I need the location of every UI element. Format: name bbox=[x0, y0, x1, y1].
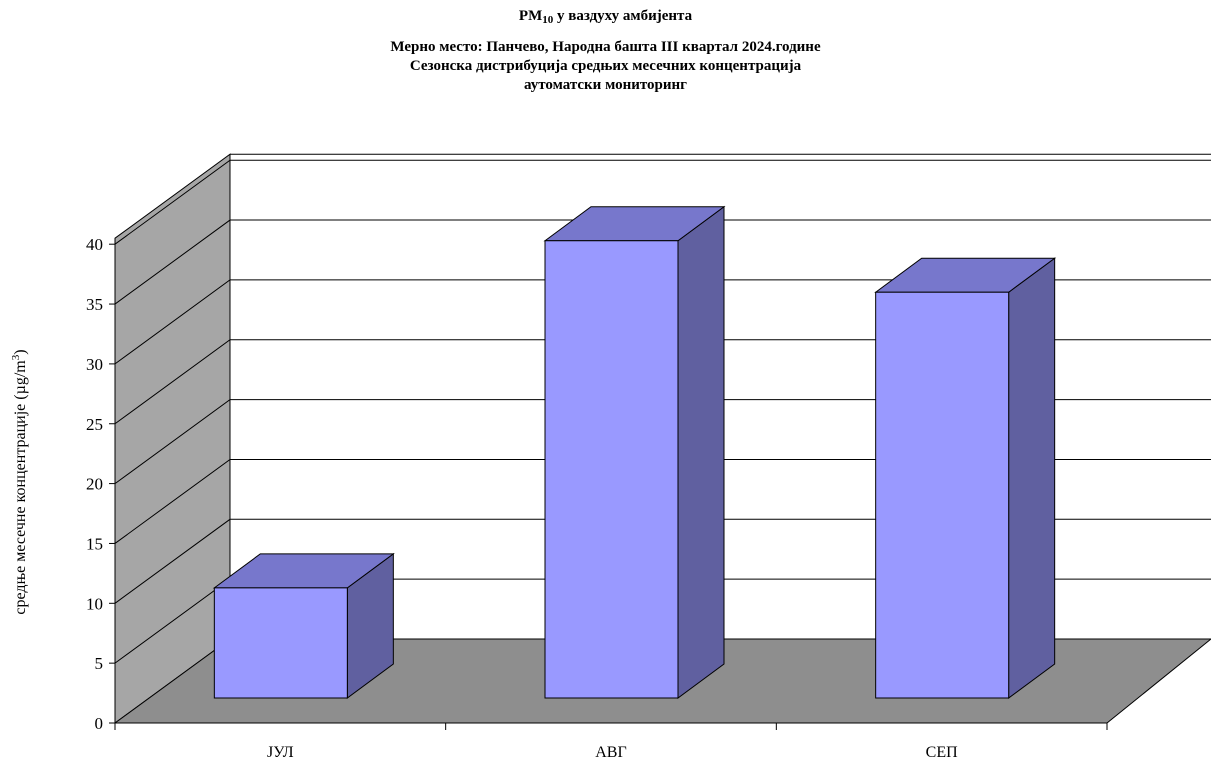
bar-АВГ bbox=[543, 205, 726, 699]
gridline bbox=[114, 159, 1211, 245]
bar-front bbox=[544, 240, 679, 699]
y-tick-label: 25 bbox=[86, 415, 103, 434]
y-tick-label: 5 bbox=[95, 654, 104, 673]
bar-СЕП bbox=[874, 257, 1057, 699]
x-tick-label: ЈУЛ bbox=[267, 744, 294, 758]
y-axis-label: средње месечне концентрације (µg/m3) bbox=[10, 349, 29, 614]
gridline bbox=[114, 219, 1211, 305]
bar-front bbox=[213, 587, 348, 699]
bar-front bbox=[875, 291, 1010, 699]
y-tick-label: 40 bbox=[86, 235, 103, 254]
gridline bbox=[114, 279, 1211, 365]
x-tick-label: СЕП bbox=[926, 744, 958, 758]
side-wall bbox=[114, 153, 231, 724]
y-tick-label: 35 bbox=[86, 295, 103, 314]
chart-subtitle-monitoring: аутоматски мониторинг bbox=[523, 77, 687, 93]
bar-side bbox=[1008, 257, 1056, 699]
bar-ЈУЛ bbox=[212, 552, 395, 699]
y-tick-label: 20 bbox=[86, 475, 103, 494]
chart-subtitle-distribution: Сезонска дистрибуција средњих месечних к… bbox=[409, 58, 802, 74]
y-tick-label: 15 bbox=[86, 534, 103, 553]
chart-title: PM10 у ваздуху амбијента bbox=[518, 8, 693, 26]
y-tick-label: 30 bbox=[86, 355, 103, 374]
bar-side bbox=[677, 205, 725, 699]
x-tick-label: АВГ bbox=[595, 744, 626, 758]
y-tick-label: 0 bbox=[95, 714, 104, 733]
y-tick-label: 10 bbox=[86, 594, 103, 613]
chart-subtitle-location: Мерно место: Панчево, Народна башта III … bbox=[390, 39, 821, 55]
